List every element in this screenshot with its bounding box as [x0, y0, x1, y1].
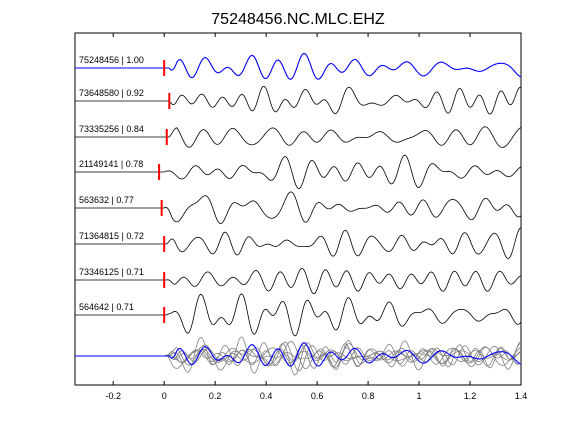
x-axis-ticks: -0.2 0 0.2 0.4 0.6 0.8 1 1.2 1.4	[105, 33, 527, 401]
trace-label: 75248456 | 1.00	[79, 55, 144, 65]
waveform-trace	[75, 293, 522, 337]
stack-reference-trace	[75, 342, 522, 367]
reference-waveform	[75, 52, 522, 80]
trace-label: 73648580 | 0.92	[79, 88, 144, 98]
waveform-traces: 75248456 | 1.00 73648580 | 0.92 73335256 |…	[75, 52, 522, 337]
trace-label: 563632 | 0.77	[79, 195, 134, 205]
trace-label: 73335256 | 0.84	[79, 124, 144, 134]
stacked-overlay-panel	[75, 336, 522, 376]
x-tick-label: 0.4	[260, 391, 273, 401]
trace-label: 564642 | 0.71	[79, 302, 134, 312]
waveform-trace	[75, 126, 522, 148]
x-tick-label: 1.4	[515, 391, 528, 401]
waveform-trace	[75, 85, 522, 115]
trace-label: 71364815 | 0.72	[79, 231, 144, 241]
waveform-trace	[75, 227, 522, 260]
x-tick-label: 0.8	[362, 391, 375, 401]
x-tick-label: 1.2	[464, 391, 477, 401]
chart-title: 75248456.NC.MLC.EHZ	[211, 11, 385, 28]
x-tick-label: 0.2	[209, 391, 222, 401]
waveform-trace	[75, 191, 522, 225]
plot-axes-box	[74, 32, 522, 386]
waveform-trace	[75, 267, 522, 295]
trace-label: 73346125 | 0.71	[79, 267, 144, 277]
waveform-trace	[75, 154, 522, 190]
x-tick-label: 0.6	[311, 391, 324, 401]
x-tick-label: 0	[162, 391, 167, 401]
x-tick-label: 1	[417, 391, 422, 401]
x-tick-label: -0.2	[105, 391, 121, 401]
trace-label: 21149141 | 0.78	[79, 159, 143, 169]
